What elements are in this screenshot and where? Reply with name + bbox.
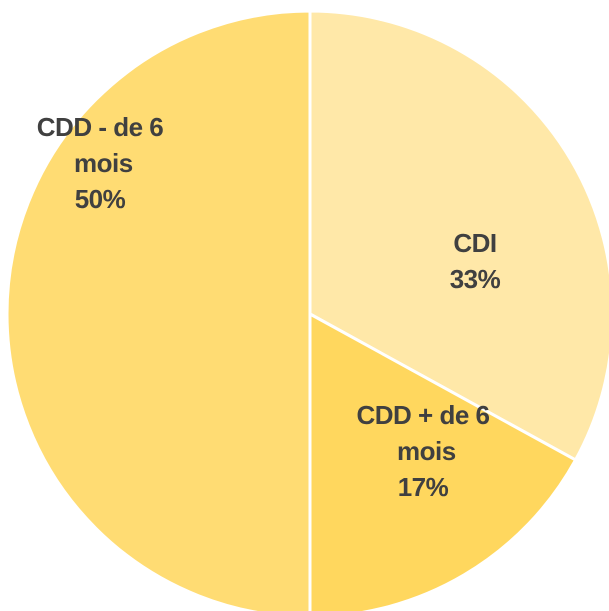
category-label-line: mois [390, 436, 455, 466]
value-label: 50% [75, 184, 126, 214]
category-label-line: CDI [453, 228, 496, 258]
category-label-line: mois [67, 148, 132, 178]
pie-slice [5, 9, 312, 611]
category-label: CDD + de 6 mois [357, 400, 490, 466]
value-label: 33% [450, 264, 501, 294]
category-label-line: CDD - de 6 [37, 112, 164, 142]
value-label: 17% [398, 472, 449, 502]
category-label: CDI [453, 228, 496, 258]
pie-slice [308, 311, 578, 611]
category-label-line: CDD + de 6 [357, 400, 490, 430]
pie-slice [308, 9, 609, 463]
category-label: CDD - de 6 mois [37, 112, 164, 178]
